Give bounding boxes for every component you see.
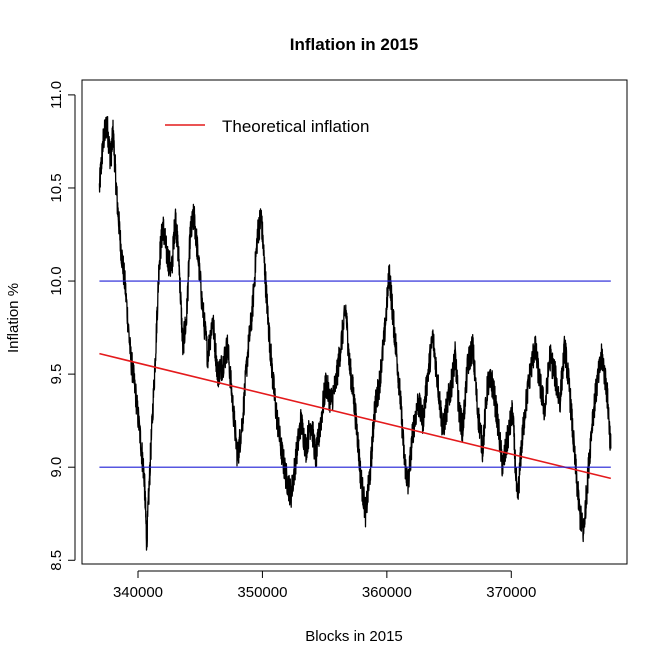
- y-tick-label: 8.5: [48, 550, 65, 571]
- x-axis: 340000 350000 360000 370000: [113, 570, 536, 601]
- x-tick-label: 370000: [486, 584, 536, 601]
- y-tick-label: 9.5: [48, 364, 65, 385]
- y-axis: 8.5 9.0 9.5 10.0 10.5 11.0: [48, 81, 76, 571]
- series-inflation-line: [98, 116, 612, 551]
- y-tick-label: 10.5: [48, 173, 65, 202]
- theoretical-inflation-line: [99, 352, 612, 480]
- y-tick-label: 10.0: [48, 266, 65, 295]
- x-tick-label: 360000: [362, 584, 412, 601]
- chart-title: Inflation in 2015: [290, 35, 418, 54]
- x-tick-label: 340000: [113, 584, 163, 601]
- legend: Theoretical inflation: [165, 117, 369, 136]
- x-axis-label: Blocks in 2015: [305, 628, 403, 645]
- y-tick-label: 9.0: [48, 457, 65, 478]
- y-axis-label: Inflation %: [5, 283, 22, 353]
- plot-area-frame: [81, 79, 628, 565]
- legend-label: Theoretical inflation: [222, 117, 369, 136]
- series-layer: [98, 116, 612, 551]
- y-tick-label: 11.0: [48, 81, 65, 109]
- x-tick-label: 350000: [237, 584, 287, 601]
